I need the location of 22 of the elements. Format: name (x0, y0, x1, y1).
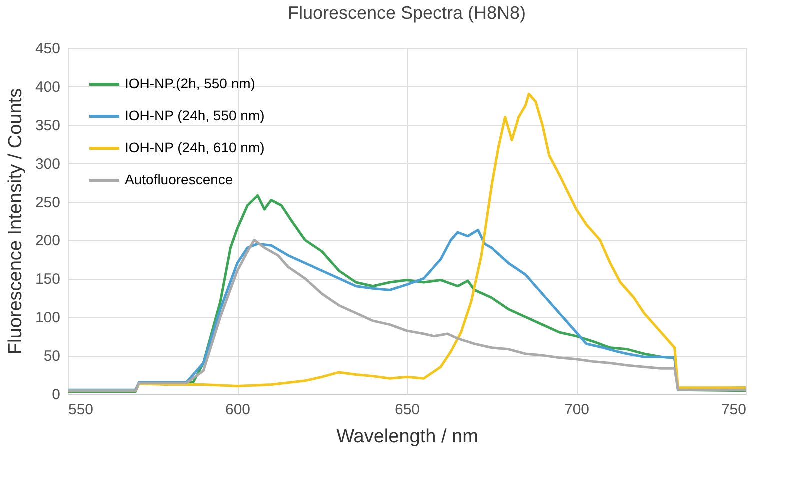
y-tick-label: 200 (35, 232, 60, 250)
legend-label: IOH-NP (24h, 610 nm) (125, 140, 265, 156)
x-axis-title: Wavelength / nm (336, 426, 478, 448)
x-tick-label: 600 (225, 402, 251, 418)
y-axis-title: Fluorescence Intensity / Counts (5, 88, 26, 355)
x-tick-label: 550 (68, 402, 94, 418)
legend-label: IOH-NP (24h, 550 nm) (125, 108, 265, 124)
chart-title: Fluorescence Spectra (H8N8) (288, 3, 526, 23)
legend-label: Autofluorescence (125, 172, 234, 188)
y-tick-label: 100 (35, 310, 60, 327)
y-tick-label: 50 (44, 348, 60, 366)
y-tick-label: 150 (35, 271, 60, 288)
y-tick-label: 250 (35, 194, 60, 212)
legend-label: IOH-NP.(2h, 550 nm) (125, 76, 256, 92)
x-tick-label: 750 (721, 402, 746, 418)
y-tick-label: 0 (52, 386, 60, 404)
y-tick-label: 400 (35, 78, 60, 96)
x-tick-label: 700 (564, 402, 590, 418)
y-tick-label: 350 (35, 117, 60, 134)
y-tick-label: 450 (35, 40, 60, 58)
y-tick-label: 300 (35, 156, 60, 173)
x-tick-label: 650 (394, 402, 420, 418)
